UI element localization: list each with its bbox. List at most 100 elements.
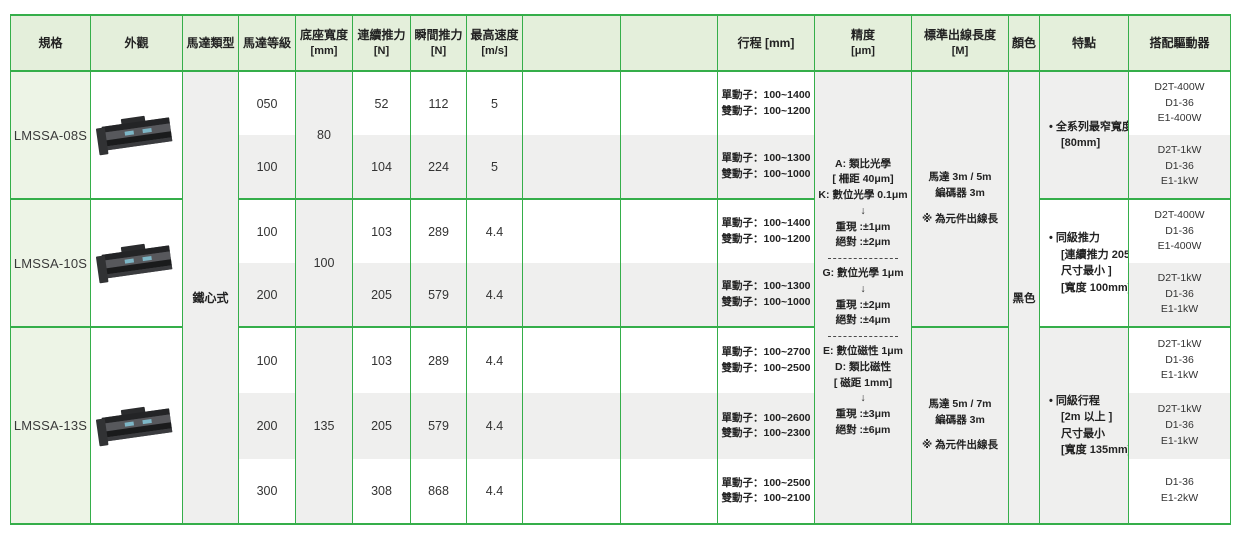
max-speed-cell: 4.4 [466, 326, 523, 393]
empty-cell [620, 70, 718, 135]
motor-grade-cell: 100 [238, 135, 296, 199]
header-motor-grade: 馬達等級 [238, 15, 296, 72]
base-width-cell: 100 [295, 198, 353, 327]
header-motor-type: 馬達類型 [182, 15, 239, 72]
driver-cell: D2T-1kW D1-36 E1-1kW [1128, 326, 1231, 393]
header-empty-2 [620, 15, 718, 72]
empty-cell [522, 393, 621, 459]
empty-cell [620, 198, 718, 263]
max-speed-cell: 4.4 [466, 263, 523, 327]
driver-cell: D2T-400W D1-36 E1-400W [1128, 198, 1231, 263]
motor-grade-cell: 300 [238, 459, 296, 524]
continuous-force-cell: 308 [352, 459, 411, 524]
stroke-cell: 單動子：100~1400 雙動子：100~1200 [717, 198, 815, 263]
feature-cell: • 全系列最窄寬度 [80mm] [1039, 70, 1129, 199]
header-spec: 規格 [10, 15, 91, 72]
continuous-force-cell: 205 [352, 263, 411, 327]
appearance-cell [90, 326, 183, 524]
table-row: LMSSA-08S 鐵心式 050 80 52 112 5 單動子：100~14… [10, 70, 1231, 524]
empty-cell [620, 135, 718, 199]
accuracy-cell: A: 類比光學[ 柵距 40μm] K: 數位光學 0.1μm ↓ 重現 :±1μm 絕… [814, 70, 912, 524]
peak-force-cell: 289 [410, 198, 467, 263]
accuracy-block-magnetic: E: 數位磁性 1μm D: 類比磁性[ 磁距 1mm] ↓ 重現 :±3μm 絕對 :… [823, 345, 903, 436]
empty-cell [522, 198, 621, 263]
dashed-divider [828, 258, 898, 259]
max-speed-cell: 5 [466, 70, 523, 135]
empty-cell [522, 263, 621, 327]
max-speed-cell: 5 [466, 135, 523, 199]
continuous-force-cell: 103 [352, 198, 411, 263]
header-max-speed: 最高速度 [m/s] [466, 15, 523, 72]
peak-force-cell: 289 [410, 326, 467, 393]
base-width-cell: 80 [295, 70, 353, 199]
stroke-cell: 單動子：100~2600 雙動子：100~2300 [717, 393, 815, 459]
stroke-cell: 單動子：100~1300 雙動子：100~1000 [717, 135, 815, 199]
max-speed-cell: 4.4 [466, 198, 523, 263]
table-row: 200 205 579 4.4 單動子：100~2600 雙動子：100~2300… [11, 393, 1231, 459]
header-cable-length: 標準出線長度 [M] [911, 15, 1009, 72]
motor-grade-cell: 100 [238, 326, 296, 393]
empty-cell [522, 326, 621, 393]
driver-cell: D2T-1kW D1-36 E1-1kW [1128, 263, 1231, 327]
base-width-cell: 135 [295, 326, 353, 524]
driver-cell: D2T-400W D1-36 E1-400W [1128, 70, 1231, 135]
stroke-cell: 單動子：100~2700 雙動子：100~2500 [717, 326, 815, 393]
motor-grade-cell: 200 [238, 263, 296, 327]
spec-model-cell: LMSSA-10S [10, 198, 91, 327]
header-base-width: 底座寬度 [mm] [295, 15, 353, 72]
peak-force-cell: 868 [410, 459, 467, 524]
header-accuracy: 精度 [μm] [814, 15, 912, 72]
empty-cell [620, 459, 718, 524]
cable-length-cell: 馬達 5m / 7m 編碼器 3m ※ 為元件出線長 [911, 326, 1009, 524]
peak-force-cell: 224 [410, 135, 467, 199]
header-stroke: 行程 [mm] [717, 15, 815, 72]
continuous-force-cell: 52 [352, 70, 411, 135]
empty-cell [522, 70, 621, 135]
empty-cell [620, 326, 718, 393]
header-appearance: 外觀 [90, 15, 183, 72]
empty-cell [620, 263, 718, 327]
stroke-cell: 單動子：100~1400 雙動子：100~1200 [717, 70, 815, 135]
product-image-linear-stage [95, 401, 178, 451]
header-matching-driver: 搭配驅動器 [1128, 15, 1231, 72]
driver-cell: D2T-1kW D1-36 E1-1kW [1128, 393, 1231, 459]
motor-grade-cell: 050 [238, 70, 296, 135]
empty-cell [522, 459, 621, 524]
stroke-cell: 單動子：100~2500 雙動子：100~2100 [717, 459, 815, 524]
linear-motor-spec-table: 規格 外觀 馬達類型 馬達等級 底座寬度 [mm] 連續推力 [N] 瞬間推力 [N]… [10, 14, 1231, 525]
header-empty-1 [522, 15, 621, 72]
peak-force-cell: 579 [410, 263, 467, 327]
header-peak-force: 瞬間推力 [N] [410, 15, 467, 72]
empty-cell [522, 135, 621, 199]
feature-cell: • 同級推力 [連續推力 205N 尺寸最小 ] [寬度 100mm] [1039, 198, 1129, 327]
appearance-cell [90, 70, 183, 199]
continuous-force-cell: 205 [352, 393, 411, 459]
table-row: 200 205 579 4.4 單動子：100~1300 雙動子：100~1000… [11, 263, 1231, 327]
table-row: 300 308 868 4.4 單動子：100~2500 雙動子：100~2100… [11, 459, 1231, 524]
empty-cell [620, 393, 718, 459]
header-row: 規格 外觀 馬達類型 馬達等級 底座寬度 [mm] 連續推力 [N] 瞬間推力 [N]… [10, 15, 1231, 72]
accuracy-block-optical-g: G: 數位光學 1μm ↓ 重現 :±2μm 絕對 :±4μm [822, 267, 904, 327]
product-image-linear-stage [95, 110, 178, 160]
header-continuous-force: 連續推力 [N] [352, 15, 411, 72]
spec-model-cell: LMSSA-13S [10, 326, 91, 524]
accuracy-block-optical-a: A: 類比光學[ 柵距 40μm] K: 數位光學 0.1μm ↓ 重現 :±1μm 絕… [818, 157, 908, 249]
appearance-cell [90, 198, 183, 327]
feature-cell: • 同級行程 [2m 以上 ] 尺寸最小 [寬度 135mm] [1039, 326, 1129, 524]
stroke-cell: 單動子：100~1300 雙動子：100~1000 [717, 263, 815, 327]
spec-model-cell: LMSSA-08S [10, 70, 91, 199]
max-speed-cell: 4.4 [466, 393, 523, 459]
cable-length-cell: 馬達 3m / 5m 編碼器 3m ※ 為元件出線長 [911, 70, 1009, 327]
max-speed-cell: 4.4 [466, 459, 523, 524]
continuous-force-cell: 104 [352, 135, 411, 199]
product-image-linear-stage [95, 238, 178, 288]
header-color: 顏色 [1008, 15, 1040, 72]
peak-force-cell: 579 [410, 393, 467, 459]
motor-type-cell: 鐵心式 [182, 70, 239, 524]
driver-cell: D1-36 E1-2kW [1128, 459, 1231, 524]
table-row: 100 104 224 5 單動子：100~1300 雙動子：100~1000 D… [11, 135, 1231, 199]
driver-cell: D2T-1kW D1-36 E1-1kW [1128, 135, 1231, 199]
dashed-divider [828, 336, 898, 337]
continuous-force-cell: 103 [352, 326, 411, 393]
